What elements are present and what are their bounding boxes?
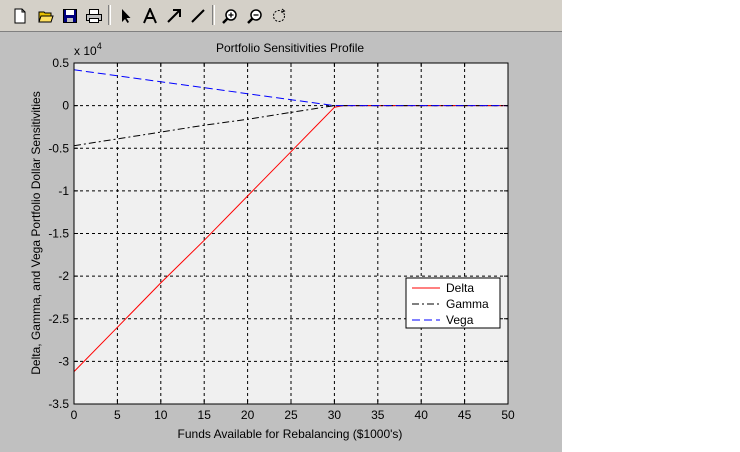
x-tick-label: 40 <box>415 408 429 422</box>
insert-line-button[interactable] <box>187 5 209 27</box>
y-tick-label: 0.5 <box>52 56 69 70</box>
legend-box <box>405 277 501 329</box>
figure-window: Portfolio Sensitivities Profile x 104 0 5… <box>0 0 562 452</box>
series-line-delta <box>73 105 508 372</box>
y-exponent-label: x 104 <box>74 41 102 58</box>
series-line-gamma <box>73 105 508 147</box>
x-tick-label: 25 <box>284 408 298 422</box>
rotate-3d-icon <box>273 8 286 22</box>
save-icon <box>63 9 77 23</box>
x-tick-label: 10 <box>154 408 168 422</box>
zoom-out-button[interactable] <box>244 5 266 27</box>
y-tick-label: -2.5 <box>48 312 69 326</box>
zoom-in-button[interactable] <box>219 5 241 27</box>
zoom-out-icon <box>247 9 262 24</box>
edit-plot-button[interactable] <box>115 5 137 27</box>
y-tick-label: -0.5 <box>48 141 69 155</box>
legend-label-gamma: Gamma <box>446 297 489 311</box>
insert-arrow-icon <box>167 9 181 23</box>
zoom-in-icon <box>222 9 237 24</box>
x-tick-label: 35 <box>371 408 385 422</box>
chart-title: Portfolio Sensitivities Profile <box>216 41 364 55</box>
svg-text:x 104: x 104 <box>74 41 102 58</box>
rotate-3d-button[interactable] <box>268 5 290 27</box>
y-axis-label: Delta, Gamma, and Vega Portfolio Dollar … <box>29 91 43 374</box>
insert-text-icon <box>143 8 157 24</box>
open-file-icon <box>38 11 54 23</box>
y-tick-label: 0 <box>62 99 69 113</box>
legend[interactable]: Delta Gamma Vega <box>405 277 501 329</box>
x-tick-label: 20 <box>241 408 255 422</box>
x-tick-label: 0 <box>71 408 78 422</box>
x-tick-label: 45 <box>458 408 472 422</box>
new-figure-icon <box>14 8 26 24</box>
figure-canvas: Portfolio Sensitivities Profile x 104 0 5… <box>29 41 515 441</box>
x-tick-label: 30 <box>328 408 342 422</box>
x-axis-label: Funds Available for Rebalancing ($1000's… <box>178 427 403 441</box>
insert-text-button[interactable] <box>139 5 161 27</box>
legend-label-delta: Delta <box>446 281 474 295</box>
data-series <box>73 69 508 372</box>
new-figure-button[interactable] <box>9 5 31 27</box>
x-tick-label: 15 <box>198 408 212 422</box>
axis-ticks: 0 5 10 15 20 25 30 35 40 45 50 0.5 0 -0.5 -1 -1.5 -2 -2.5… <box>48 56 515 422</box>
y-exponent-power: 4 <box>97 41 102 51</box>
insert-arrow-button[interactable] <box>163 5 185 27</box>
y-tick-label: -3 <box>58 354 69 368</box>
y-tick-label: -3.5 <box>48 397 69 411</box>
series-line-vega <box>73 69 508 107</box>
print-button[interactable] <box>83 5 105 27</box>
save-button[interactable] <box>59 5 81 27</box>
edit-plot-arrow-icon <box>122 9 131 23</box>
y-tick-label: -1.5 <box>48 227 69 241</box>
y-exponent-base: x 10 <box>74 44 97 58</box>
x-tick-label: 50 <box>501 408 515 422</box>
x-tick-label: 5 <box>114 408 121 422</box>
print-icon <box>86 9 102 23</box>
figure-toolbar <box>0 0 562 32</box>
y-tick-label: -2 <box>58 269 69 283</box>
y-tick-label: -1 <box>58 184 69 198</box>
insert-line-icon <box>191 9 205 23</box>
legend-label-vega: Vega <box>446 313 474 327</box>
open-file-button[interactable] <box>35 5 57 27</box>
